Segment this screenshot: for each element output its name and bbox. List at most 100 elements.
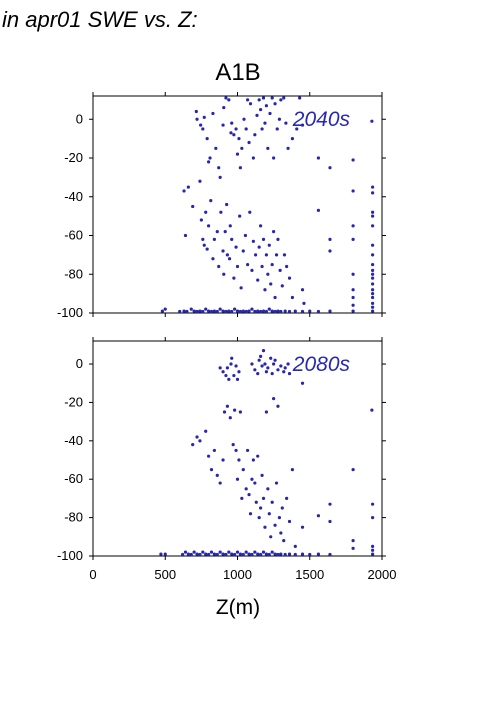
data-point — [251, 239, 255, 243]
data-point — [283, 309, 287, 313]
y-tick-label: -20 — [64, 394, 83, 409]
data-point — [227, 309, 231, 313]
x-tick-label: 0 — [89, 567, 96, 582]
data-point — [232, 373, 236, 378]
data-point — [371, 210, 375, 214]
data-point — [191, 443, 195, 447]
data-point — [290, 468, 295, 472]
data-point — [269, 282, 273, 286]
data-point — [264, 253, 268, 257]
data-point — [227, 98, 231, 102]
data-point — [195, 309, 199, 314]
data-point — [256, 309, 260, 313]
data-point — [328, 309, 332, 313]
data-point — [211, 111, 215, 116]
data-point — [218, 366, 222, 370]
data-point — [159, 552, 163, 556]
data-point — [351, 272, 355, 276]
data-point — [261, 96, 266, 100]
data-point — [274, 253, 279, 257]
data-point — [209, 468, 214, 472]
data-point — [250, 268, 254, 272]
data-point — [241, 552, 245, 557]
x-tick-label: 1000 — [223, 567, 252, 582]
data-point — [218, 550, 222, 554]
data-point — [212, 237, 216, 241]
data-point — [189, 307, 193, 311]
data-point — [221, 123, 225, 127]
y-tick-label: -40 — [64, 433, 83, 448]
data-point — [217, 264, 221, 269]
data-point — [230, 237, 234, 241]
x-tick-label: 500 — [154, 567, 176, 582]
data-point — [244, 487, 248, 491]
data-point — [215, 309, 219, 314]
data-point — [255, 113, 259, 117]
data-point — [300, 552, 305, 556]
data-point — [204, 210, 208, 214]
data-point — [270, 262, 274, 267]
data-point — [270, 309, 274, 313]
data-point — [269, 356, 273, 360]
data-point — [253, 368, 257, 372]
data-point — [253, 550, 257, 554]
data-point — [300, 123, 305, 127]
data-point — [280, 506, 284, 510]
data-point — [209, 199, 213, 203]
data-point — [230, 356, 234, 360]
data-point — [267, 307, 271, 311]
data-point — [371, 295, 375, 300]
data-point — [209, 550, 214, 554]
data-point — [234, 245, 238, 249]
data-point — [237, 137, 241, 141]
data-point — [250, 477, 254, 481]
data-point — [222, 272, 226, 276]
data-point — [302, 301, 306, 305]
data-point — [261, 237, 266, 241]
data-point — [225, 404, 229, 408]
data-point — [270, 372, 274, 376]
data-point — [371, 276, 375, 280]
data-point — [237, 370, 241, 374]
data-point — [182, 189, 186, 193]
data-point — [276, 552, 280, 557]
data-point — [371, 552, 375, 556]
data-point — [235, 477, 240, 481]
data-point — [251, 458, 255, 462]
data-point — [227, 550, 231, 554]
data-point — [279, 309, 283, 314]
data-point — [248, 512, 253, 516]
data-point — [371, 243, 375, 247]
data-point — [259, 107, 263, 112]
data-point — [218, 307, 222, 311]
data-point — [215, 230, 219, 234]
data-point — [209, 309, 214, 314]
panel-2080s: 0 -20 -40 -60 -80 -100 0 500 1000 1500 2000 2080s — [57, 337, 396, 582]
data-point — [328, 552, 332, 557]
data-point — [371, 305, 375, 309]
data-point — [328, 249, 332, 253]
data-point — [201, 550, 205, 554]
data-point — [371, 253, 375, 257]
data-point — [201, 237, 205, 241]
data-point — [250, 362, 254, 366]
data-point — [218, 175, 222, 179]
data-point — [227, 257, 232, 261]
data-point — [351, 303, 355, 307]
data-point — [205, 137, 209, 141]
data-point — [233, 307, 237, 311]
data-point — [192, 309, 196, 313]
x-tick-label: 2000 — [368, 567, 397, 582]
data-point — [259, 506, 263, 510]
data-point — [371, 292, 375, 296]
data-point — [328, 519, 332, 524]
data-point — [241, 249, 245, 253]
data-point — [248, 102, 253, 106]
data-point — [238, 166, 242, 170]
data-point — [160, 309, 164, 313]
data-point — [264, 370, 268, 374]
data-point — [371, 272, 375, 276]
data-point — [248, 210, 252, 214]
data-point — [370, 119, 374, 123]
data-point — [282, 539, 286, 543]
